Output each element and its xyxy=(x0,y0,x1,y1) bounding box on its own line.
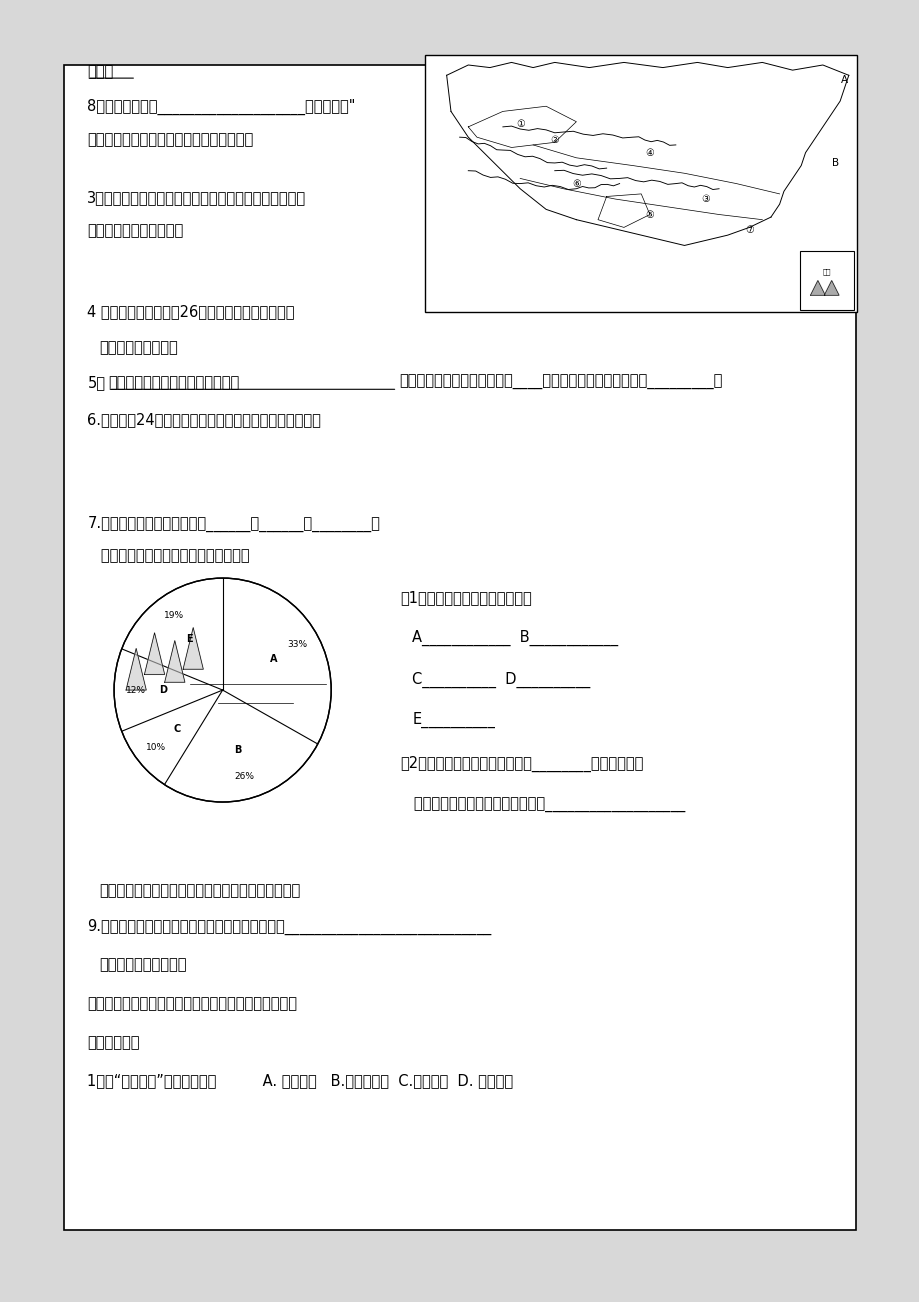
Text: E__________: E__________ xyxy=(412,712,494,728)
Text: ②: ② xyxy=(550,134,559,145)
Text: A: A xyxy=(840,76,847,86)
Text: 从此图中可以看出我国地形特点是___________________: 从此图中可以看出我国地形特点是___________________ xyxy=(400,798,685,814)
Polygon shape xyxy=(165,641,185,682)
Text: 1．有“世界屋脊”之称的高原是          A. 青藏高原   B.内蒙古高原  C.黄土高原  D. 云贵高原: 1．有“世界屋脊”之称的高原是 A. 青藏高原 B.内蒙古高原 C.黄土高原 D… xyxy=(87,1073,513,1088)
Polygon shape xyxy=(810,281,824,296)
Text: 19%: 19% xyxy=(164,612,184,621)
Text: 山区指山地、丘陵及崎嶋的高原。: 山区指山地、丘陵及崎嶋的高原。 xyxy=(108,375,240,391)
Text: 6.学习课本24页，分析山区开发的有利条件和不利条件？: 6.学习课本24页，分析山区开发的有利条件和不利条件？ xyxy=(87,411,321,427)
Text: 26%: 26% xyxy=(234,772,254,781)
Text: C: C xyxy=(173,724,180,734)
Text: （二）合作研讨（解决不了的问题，组内合作交流）: （二）合作研讨（解决不了的问题，组内合作交流） xyxy=(99,883,301,898)
Polygon shape xyxy=(144,633,165,674)
Text: 大平原名称，并形成脑图: 大平原名称，并形成脑图 xyxy=(87,223,184,238)
Text: ⑦: ⑦ xyxy=(744,225,753,234)
Text: A: A xyxy=(270,654,278,664)
Text: 12%: 12% xyxy=(126,686,145,694)
Text: B: B xyxy=(832,158,838,168)
Text: 四、当堂反馈: 四、当堂反馈 xyxy=(87,1035,140,1051)
Polygon shape xyxy=(126,648,146,690)
Text: 10%: 10% xyxy=(145,742,165,751)
Text: （三）教师质疑解惑：: （三）教师质疑解惑： xyxy=(99,957,187,973)
Text: 5．: 5． xyxy=(87,375,106,391)
Text: A____________  B____________: A____________ B____________ xyxy=(412,630,618,646)
Text: D: D xyxy=(159,685,166,695)
Text: C__________  D__________: C__________ D__________ xyxy=(412,672,590,687)
Text: ④: ④ xyxy=(645,147,653,158)
Text: 图例: 图例 xyxy=(822,268,831,275)
Text: 4 结合学习，完成课本26页的表格，填到课本中。: 4 结合学习，完成课本26页的表格，填到课本中。 xyxy=(87,303,295,319)
Text: 33%: 33% xyxy=(287,641,307,648)
Text: 种植业发达，从地形方面分析形成的原因：: 种植业发达，从地形方面分析形成的原因： xyxy=(87,132,254,147)
Text: ③: ③ xyxy=(701,194,709,204)
Text: 9.在开发利用山区时，你认为应当注意什么问题？____________________________: 9.在开发利用山区时，你认为应当注意什么问题？_________________… xyxy=(87,919,491,935)
Ellipse shape xyxy=(114,578,331,802)
Text: 读我国各类地形面积比例示意图回答：: 读我国各类地形面积比例示意图回答： xyxy=(87,548,250,564)
Text: E: E xyxy=(186,634,192,644)
Text: （2）在我国的各类地形类型中，________的比例最小。: （2）在我国的各类地形类型中，________的比例最小。 xyxy=(400,756,643,772)
Text: ⑥: ⑥ xyxy=(572,178,580,189)
Bar xyxy=(800,251,853,310)
Text: （二）山区面积广大: （二）山区面积广大 xyxy=(99,340,178,355)
Bar xyxy=(425,55,857,312)
Text: 3、在我国地形图中填注我国的四大高原、四大盆地、三: 3、在我国地形图中填注我国的四大高原、四大盆地、三 xyxy=(87,190,306,206)
Text: ①: ① xyxy=(516,120,524,129)
Polygon shape xyxy=(823,281,838,296)
Text: 我国山地面积约占陆地面积的____，山区面积约占陆地面积的_________。: 我国山地面积约占陆地面积的____，山区面积约占陆地面积的_________。 xyxy=(399,375,721,391)
Text: B: B xyxy=(233,745,241,755)
Text: 8、平原的形成：____________________。我国东岜": 8、平原的形成：____________________。我国东岜" xyxy=(87,99,356,115)
Text: （1）图中字母所代表的地形类型: （1）图中字母所代表的地形类型 xyxy=(400,590,531,605)
Text: 三、整理归纳，知识内化（结合所学，构建知识体系）: 三、整理归纳，知识内化（结合所学，构建知识体系） xyxy=(87,996,297,1012)
Bar xyxy=(64,65,855,1230)
Text: 7.列举山区常见的自然灾害：______、______、________。: 7.列举山区常见的自然灾害：______、______、________。 xyxy=(87,516,380,531)
Polygon shape xyxy=(183,628,203,669)
Text: ⑤: ⑤ xyxy=(645,210,653,220)
Text: 平原：: 平原： xyxy=(87,64,114,79)
